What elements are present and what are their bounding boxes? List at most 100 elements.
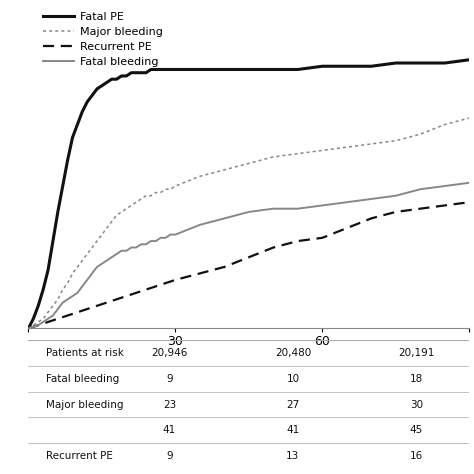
Fatal PE: [197, 67, 203, 73]
Recurrent PE: [65, 313, 71, 319]
Major bleeding: [74, 264, 80, 270]
Major bleeding: [138, 196, 144, 202]
Text: 9: 9: [166, 451, 173, 461]
Text: Major bleeding: Major bleeding: [46, 400, 124, 410]
Recurrent PE: [26, 326, 31, 331]
Fatal bleeding: [109, 255, 115, 260]
Major bleeding: [114, 212, 119, 218]
Recurrent PE: [393, 209, 399, 215]
Fatal bleeding: [94, 264, 100, 270]
Major bleeding: [133, 200, 139, 205]
Fatal bleeding: [418, 186, 423, 192]
Major bleeding: [84, 251, 90, 257]
Fatal bleeding: [153, 238, 159, 244]
Text: 20,191: 20,191: [398, 348, 435, 358]
Major bleeding: [295, 151, 301, 156]
Recurrent PE: [124, 293, 129, 299]
Recurrent PE: [118, 295, 124, 301]
Fatal bleeding: [40, 319, 46, 325]
Major bleeding: [246, 161, 252, 166]
Fatal bleeding: [26, 326, 31, 331]
Fatal PE: [114, 76, 119, 82]
Fatal PE: [319, 64, 325, 69]
Fatal bleeding: [84, 277, 90, 283]
Fatal PE: [128, 70, 134, 75]
Fatal PE: [442, 60, 447, 66]
Text: 20,480: 20,480: [275, 348, 311, 358]
Recurrent PE: [138, 288, 144, 294]
Fatal bleeding: [173, 232, 178, 237]
Fatal PE: [74, 122, 80, 128]
Fatal PE: [45, 267, 51, 273]
Fatal bleeding: [118, 248, 124, 254]
Fatal PE: [50, 238, 56, 244]
Fatal PE: [60, 183, 65, 189]
Line: Recurrent PE: Recurrent PE: [28, 202, 469, 328]
Fatal bleeding: [393, 193, 399, 199]
Major bleeding: [36, 319, 41, 325]
Fatal PE: [368, 64, 374, 69]
Fatal PE: [109, 76, 115, 82]
Recurrent PE: [89, 305, 95, 310]
Major bleeding: [466, 115, 472, 121]
Recurrent PE: [168, 279, 173, 284]
Recurrent PE: [104, 300, 109, 305]
Text: 10: 10: [286, 374, 300, 383]
Major bleeding: [163, 186, 168, 192]
Fatal PE: [99, 83, 105, 89]
Major bleeding: [148, 193, 154, 199]
Major bleeding: [26, 326, 31, 331]
Fatal PE: [153, 67, 159, 73]
Recurrent PE: [40, 321, 46, 327]
Fatal bleeding: [99, 261, 105, 266]
Recurrent PE: [173, 277, 178, 283]
Text: Patients at risk: Patients at risk: [46, 348, 124, 358]
Major bleeding: [173, 183, 178, 189]
Fatal PE: [30, 316, 36, 321]
Fatal PE: [163, 67, 168, 73]
Recurrent PE: [70, 311, 75, 317]
Major bleeding: [118, 209, 124, 215]
Major bleeding: [30, 322, 36, 328]
Recurrent PE: [221, 264, 227, 270]
Recurrent PE: [368, 216, 374, 221]
Fatal bleeding: [344, 200, 350, 205]
Recurrent PE: [74, 310, 80, 315]
Major bleeding: [442, 122, 447, 128]
Fatal PE: [466, 57, 472, 63]
Major bleeding: [158, 190, 164, 195]
Fatal bleeding: [55, 306, 61, 312]
Line: Major bleeding: Major bleeding: [28, 118, 469, 328]
Text: 27: 27: [286, 400, 300, 410]
Text: 41: 41: [286, 426, 300, 436]
Major bleeding: [128, 202, 134, 208]
Fatal bleeding: [89, 271, 95, 276]
Fatal bleeding: [197, 222, 203, 228]
Fatal PE: [158, 67, 164, 73]
Major bleeding: [344, 144, 350, 150]
Recurrent PE: [246, 255, 252, 260]
Legend: Fatal PE, Major bleeding, Recurrent PE, Fatal bleeding: Fatal PE, Major bleeding, Recurrent PE, …: [38, 7, 167, 71]
Recurrent PE: [99, 301, 105, 307]
Recurrent PE: [114, 296, 119, 302]
Fatal bleeding: [50, 313, 56, 319]
Fatal bleeding: [143, 241, 149, 247]
Major bleeding: [221, 167, 227, 173]
Fatal PE: [40, 287, 46, 292]
Recurrent PE: [109, 298, 115, 304]
Fatal bleeding: [74, 290, 80, 296]
Major bleeding: [418, 131, 423, 137]
Major bleeding: [271, 154, 276, 160]
Fatal bleeding: [168, 232, 173, 237]
Fatal PE: [84, 99, 90, 105]
Major bleeding: [94, 238, 100, 244]
Fatal PE: [295, 67, 301, 73]
Text: 41: 41: [163, 426, 176, 436]
Recurrent PE: [45, 319, 51, 325]
Fatal bleeding: [163, 235, 168, 241]
Major bleeding: [393, 138, 399, 144]
Recurrent PE: [30, 324, 36, 330]
Fatal bleeding: [271, 206, 276, 211]
Recurrent PE: [295, 238, 301, 244]
Recurrent PE: [344, 225, 350, 231]
